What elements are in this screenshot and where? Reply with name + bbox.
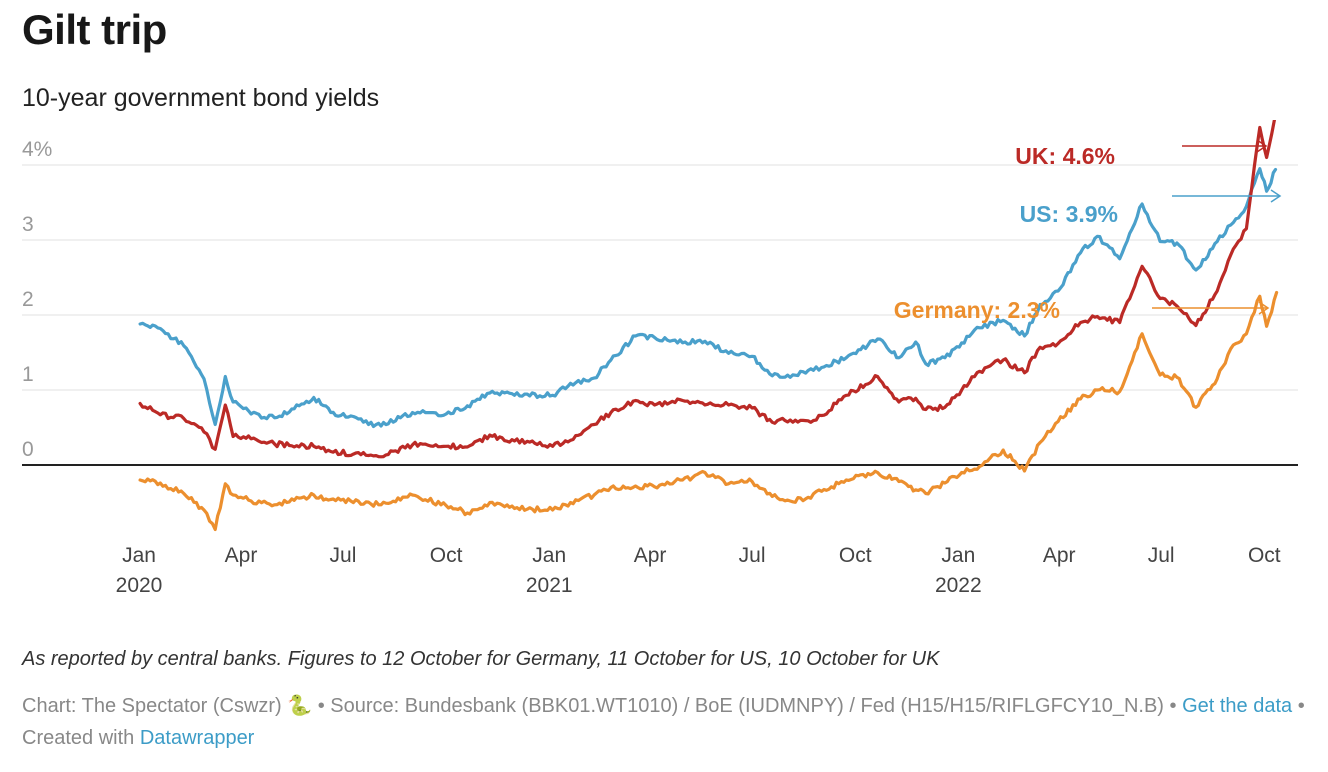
x-tick-label: Apr	[634, 544, 667, 567]
byline-separator: •	[312, 695, 331, 717]
x-tick-label: Oct	[1248, 544, 1281, 567]
x-tick-label: Apr	[225, 544, 258, 567]
x-tick-year-label: 2020	[116, 574, 163, 597]
byline-separator: •	[1163, 695, 1183, 717]
x-tick-label: Jul	[330, 544, 357, 567]
series-lines	[138, 120, 1279, 532]
x-tick-label: Jan	[532, 544, 566, 567]
x-tick-label: Apr	[1043, 544, 1076, 567]
y-tick-label: 3	[22, 213, 34, 236]
y-tick-label: 1	[22, 363, 34, 386]
byline-created: Created with	[22, 727, 140, 749]
x-tick-label: Jan	[122, 544, 156, 567]
x-tick-year-label: 2022	[935, 574, 982, 597]
y-tick-label: 4%	[22, 138, 52, 161]
chart-notes: As reported by central banks. Figures to…	[22, 648, 940, 670]
y-axis: 4% 3 2 1 0	[22, 138, 52, 461]
x-tick-label: Jul	[1148, 544, 1175, 567]
label-arrow-head	[1270, 189, 1282, 203]
byline-chart: Chart: The Spectator (Cswzr) 🐍	[22, 695, 313, 717]
x-tick-label: Oct	[839, 544, 872, 567]
get-the-data-link[interactable]: Get the data	[1182, 695, 1293, 717]
series-line-us	[138, 167, 1278, 429]
x-tick-year-label: 2021	[526, 574, 573, 597]
byline-separator: •	[1292, 695, 1305, 717]
y-tick-label: 2	[22, 288, 34, 311]
series-label-germany: Germany: 2.3%	[894, 297, 1060, 323]
x-axis: Jan 2020 Apr Jul Oct Jan 2021 Apr Jul Oct Jan 2022 A…	[116, 544, 1281, 597]
chart-subtitle: 10-year government bond yields	[22, 84, 380, 112]
datawrapper-link[interactable]: Datawrapper	[139, 727, 255, 749]
series-label-us: US: 3.9%	[1020, 201, 1118, 227]
x-tick-label: Jan	[941, 544, 975, 567]
gridlines	[22, 164, 1298, 466]
series-labels: US: 3.9% UK: 4.6% Germany: 2.3%	[894, 139, 1282, 323]
byline-source: Source: Bundesbank (BBK01.WT1010) / BoE …	[330, 695, 1164, 717]
series-line-uk	[138, 120, 1276, 459]
byline: Chart: The Spectator (Cswzr) 🐍 • Source:…	[22, 690, 1312, 754]
label-arrow-head	[1256, 139, 1268, 153]
x-tick-label: Jul	[739, 544, 766, 567]
series-label-uk: UK: 4.6%	[1015, 143, 1115, 169]
label-arrow-head	[1258, 301, 1270, 315]
x-tick-label: Oct	[430, 544, 463, 567]
chart-title: Gilt trip	[22, 6, 167, 53]
y-tick-label: 0	[22, 438, 34, 461]
series-line-germany	[138, 290, 1279, 532]
